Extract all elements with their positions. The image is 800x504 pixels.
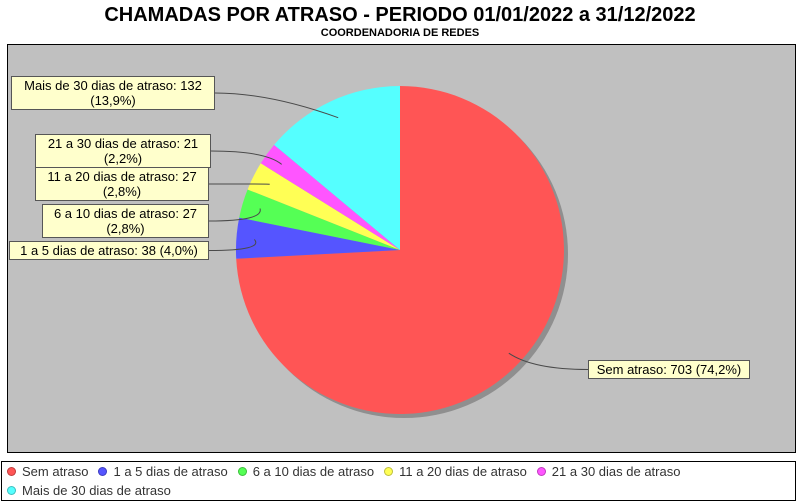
chart-title: CHAMADAS POR ATRASO - PERIODO 01/01/2022… bbox=[0, 4, 800, 26]
callout-text: Mais de 30 dias de atraso: 132 bbox=[15, 78, 211, 93]
chart-subtitle: COORDENADORIA DE REDES bbox=[0, 27, 800, 40]
callout-pct: (2,2%) bbox=[39, 151, 207, 166]
legend-item-1-a-5: 1 a 5 dias de atraso bbox=[98, 464, 227, 479]
legend-label: 1 a 5 dias de atraso bbox=[113, 464, 227, 479]
callout-text: 11 a 20 dias de atraso: 27 bbox=[39, 169, 205, 184]
legend: Sem atraso 1 a 5 dias de atraso 6 a 10 d… bbox=[1, 461, 796, 501]
callout-11-a-20-dias: 11 a 20 dias de atraso: 27 (2,8%) bbox=[35, 167, 209, 201]
legend-item-sem-atraso: Sem atraso bbox=[7, 464, 88, 479]
legend-marker-icon bbox=[7, 486, 16, 495]
callout-1-a-5-dias: 1 a 5 dias de atraso: 38 (4,0%) bbox=[9, 241, 209, 260]
legend-item-6-a-10: 6 a 10 dias de atraso bbox=[238, 464, 374, 479]
legend-marker-icon bbox=[98, 467, 107, 476]
callout-pct: (13,9%) bbox=[15, 93, 211, 108]
callout-text: 1 a 5 dias de atraso: 38 (4,0%) bbox=[13, 243, 205, 258]
legend-label: 11 a 20 dias de atraso bbox=[399, 464, 527, 479]
callout-text: Sem atraso: 703 (74,2%) bbox=[592, 362, 746, 377]
callout-sem-atraso: Sem atraso: 703 (74,2%) bbox=[588, 360, 750, 379]
callout-pct: (2,8%) bbox=[39, 184, 205, 199]
legend-label: Sem atraso bbox=[22, 464, 88, 479]
legend-row-2: Mais de 30 dias de atraso bbox=[7, 481, 795, 500]
callout-text: 21 a 30 dias de atraso: 21 bbox=[39, 136, 207, 151]
plot-area: Mais de 30 dias de atraso: 132 (13,9%) 2… bbox=[7, 44, 796, 453]
legend-marker-icon bbox=[537, 467, 546, 476]
legend-item-mais-de-30: Mais de 30 dias de atraso bbox=[7, 483, 171, 498]
legend-marker-icon bbox=[238, 467, 247, 476]
legend-row-1: Sem atraso 1 a 5 dias de atraso 6 a 10 d… bbox=[7, 462, 795, 481]
legend-label: Mais de 30 dias de atraso bbox=[22, 483, 171, 498]
legend-marker-icon bbox=[7, 467, 16, 476]
callout-6-a-10-dias: 6 a 10 dias de atraso: 27 (2,8%) bbox=[42, 204, 209, 238]
callout-21-a-30-dias: 21 a 30 dias de atraso: 21 (2,2%) bbox=[35, 134, 211, 168]
legend-label: 6 a 10 dias de atraso bbox=[253, 464, 374, 479]
callout-text: 6 a 10 dias de atraso: 27 bbox=[46, 206, 205, 221]
legend-item-11-a-20: 11 a 20 dias de atraso bbox=[384, 464, 527, 479]
legend-marker-icon bbox=[384, 467, 393, 476]
callout-mais-de-30-dias: Mais de 30 dias de atraso: 132 (13,9%) bbox=[11, 76, 215, 110]
legend-label: 21 a 30 dias de atraso bbox=[552, 464, 681, 479]
legend-item-21-a-30: 21 a 30 dias de atraso bbox=[537, 464, 681, 479]
callout-pct: (2,8%) bbox=[46, 221, 205, 236]
